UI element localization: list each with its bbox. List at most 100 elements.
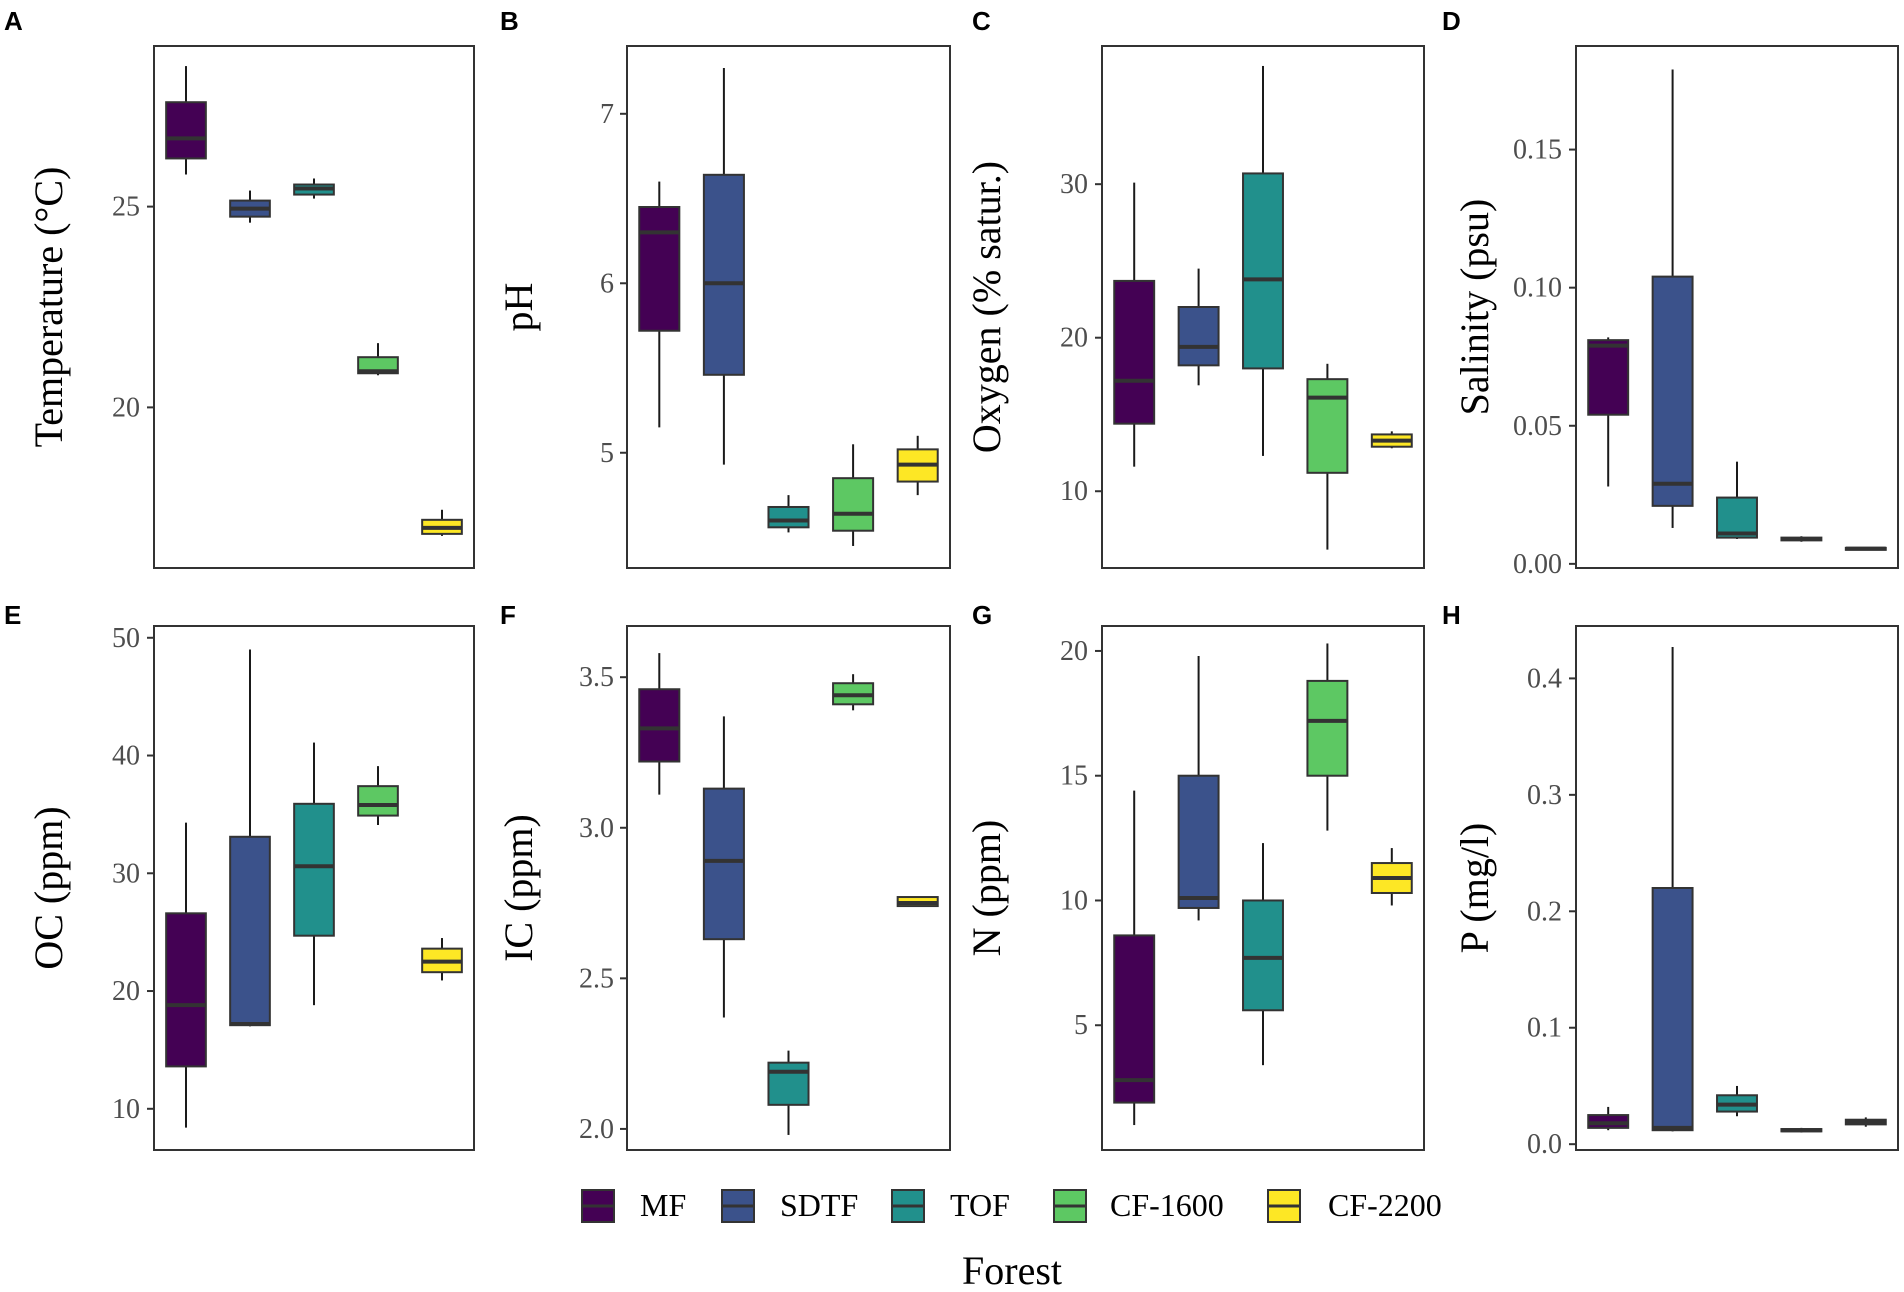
panel-a: A 20 25 Temperature (°C) [4,6,475,569]
panel-b-box-mf [638,206,681,332]
legend-label-cf-2200: CF-2200 [1328,1187,1442,1223]
panel-b-box-sdtf [702,173,745,376]
panel-b-y-tick-label: 7 [600,99,614,130]
panel-c-y-tick-label: 10 [1060,476,1088,507]
panel-a-y-tick-label: 25 [112,192,140,223]
legend-item-cf-2200: CF-2200 [1267,1187,1442,1223]
panel-h-y-axis-title: P (mg/l) [1452,823,1497,954]
panel-e-y-tick-label: 30 [112,858,140,889]
panel-f-border [626,625,951,1151]
panel-c-letter: C [972,6,991,36]
panel-e-y-tick-label: 40 [112,741,140,772]
panel-f-letter: F [500,600,516,630]
panel-c-box-sdtf [1177,306,1220,367]
panel-d-y-tick-label: 0.15 [1513,135,1562,166]
panel-a-box-cf-1600 [357,356,399,375]
legend-item-sdtf: SDTF [721,1187,858,1223]
legend: MF SDTF TOF CF-1600 CF-2200 [581,1187,1442,1223]
legend-label-tof: TOF [950,1187,1010,1223]
panel-e-border [153,625,475,1151]
panel-h-border [1575,625,1899,1151]
panel-h: H 0.0 0.1 0.2 0.3 0.4 P (mg/l) [1442,600,1899,1160]
legend-item-cf-1600: CF-1600 [1053,1187,1224,1223]
panel-g-box-tof [1242,899,1284,1012]
panel-e-y-axis-title: OC (ppm) [26,806,71,969]
legend-label-cf-1600: CF-1600 [1110,1187,1224,1223]
panel-b-y-tick-label: 6 [600,268,614,299]
panel-c-box-tof [1242,172,1284,370]
panel-h-y-tick-label: 0.2 [1527,896,1562,927]
x-axis-title: Forest [962,1248,1062,1292]
panel-h-letter: H [1442,600,1461,630]
panel-e-letter: E [4,600,21,630]
panel-c-y-axis-title: Oxygen (% satur.) [964,161,1009,453]
panel-g-box-mf [1113,934,1156,1104]
panel-b-y-axis-title: pH [496,283,541,332]
panel-a-border [153,45,475,569]
panel-e-y-tick-label: 20 [112,976,140,1007]
legend-label-mf: MF [640,1187,686,1223]
panel-a-box-mf [165,101,207,160]
panel-g-y-tick-label: 10 [1060,885,1088,916]
panel-b-letter: B [500,6,519,36]
panel-d-y-axis-title: Salinity (psu) [1452,199,1497,416]
panel-f-box-sdtf [702,787,745,941]
panel-e-box-cf-1600 [357,785,399,817]
panel-f: F 2.0 2.5 3.0 3.5 IC (ppm) [496,600,951,1151]
legend-item-mf: MF [581,1187,686,1223]
panel-g-y-tick-label: 20 [1060,636,1088,667]
panel-b-border [626,45,951,569]
panels-layer: A 20 25 Temperature (°C) B 5 6 7 pH C 10 20 30 Oxygen… [4,6,1899,1160]
panel-c: C 10 20 30 Oxygen (% satur.) [964,6,1425,569]
panel-e: E 10 20 30 40 50 OC (ppm) [4,600,475,1151]
panel-f-y-tick-label: 3.0 [579,813,614,844]
panel-d-y-tick-label: 0.00 [1513,549,1562,580]
panel-e-y-tick-label: 10 [112,1094,140,1125]
panel-g-y-tick-label: 15 [1060,761,1088,792]
panel-h-y-tick-label: 0.0 [1527,1129,1562,1160]
panel-g-y-tick-label: 5 [1074,1010,1088,1041]
legend-label-sdtf: SDTF [780,1187,858,1223]
panel-b-box-tof [767,505,810,529]
panel-h-box-sdtf [1651,887,1694,1132]
panel-d-y-tick-label: 0.05 [1513,411,1562,442]
panel-d-box-tof [1716,496,1758,539]
panel-e-box-tof [293,802,335,937]
panel-g-border [1101,625,1425,1151]
panel-a-y-axis-title: Temperature (°C) [26,167,71,448]
panel-g-box-cf-1600 [1306,679,1349,777]
panel-f-box-mf [638,688,681,763]
panel-g-letter: G [972,600,992,630]
panel-f-y-axis-title: IC (ppm) [496,814,541,962]
panel-f-y-tick-label: 2.5 [579,963,614,994]
panel-d-box-sdtf [1651,275,1694,507]
panel-g: G 5 10 15 20 N (ppm) [964,600,1425,1151]
panel-f-y-tick-label: 2.0 [579,1114,614,1145]
panel-d-y-tick-label: 0.10 [1513,273,1562,304]
panel-c-box-cf-1600 [1306,378,1349,474]
panel-d: D 0.00 0.05 0.10 0.15 Salinity (psu) [1442,6,1899,580]
panel-e-box-mf [165,912,207,1068]
panel-e-box-sdtf [229,835,271,1027]
panel-h-y-tick-label: 0.1 [1527,1013,1562,1044]
panel-e-y-tick-label: 50 [112,623,140,654]
panel-d-border [1575,45,1899,569]
panel-h-y-tick-label: 0.3 [1527,780,1562,811]
panel-b: B 5 6 7 pH [496,6,951,569]
legend-item-tof: TOF [891,1187,1010,1223]
panel-b-box-cf-1600 [832,477,875,532]
panel-f-box-tof [767,1061,810,1106]
panel-c-y-tick-label: 20 [1060,323,1088,354]
panel-a-y-tick-label: 20 [112,392,140,423]
panel-c-box-mf [1113,279,1156,425]
panel-a-letter: A [4,6,23,36]
panel-d-box-mf [1587,339,1630,416]
panel-d-letter: D [1442,6,1461,36]
panel-f-y-tick-label: 3.5 [579,662,614,693]
panel-g-y-axis-title: N (ppm) [964,820,1009,957]
panel-c-border [1101,45,1425,569]
panel-g-box-sdtf [1177,774,1220,909]
panel-h-y-tick-label: 0.4 [1527,663,1562,694]
